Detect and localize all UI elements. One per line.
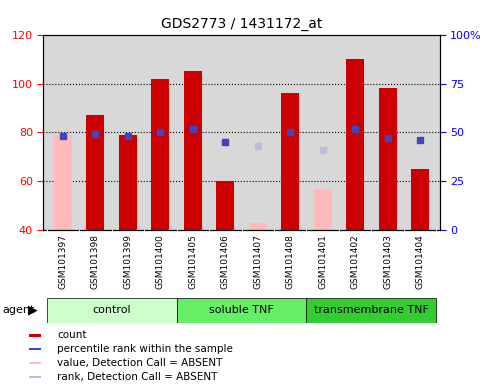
Bar [379, 88, 397, 230]
Text: GSM101406: GSM101406 [221, 234, 230, 289]
Bar [281, 93, 299, 230]
Text: GSM101408: GSM101408 [286, 234, 295, 289]
Text: transmembrane TNF: transmembrane TNF [314, 305, 429, 315]
Bar [28, 348, 41, 351]
Bar [249, 223, 267, 230]
Text: GSM101398: GSM101398 [91, 234, 100, 289]
Text: count: count [57, 330, 87, 340]
Bar [86, 115, 104, 230]
Bar [216, 182, 234, 230]
Text: GDS2773 / 1431172_at: GDS2773 / 1431172_at [161, 17, 322, 31]
Text: ▶: ▶ [28, 304, 38, 316]
Text: GSM101405: GSM101405 [188, 234, 197, 289]
Text: GSM101400: GSM101400 [156, 234, 165, 289]
Text: percentile rank within the sample: percentile rank within the sample [57, 344, 233, 354]
Text: GSM101401: GSM101401 [318, 234, 327, 289]
Bar [54, 135, 72, 230]
Text: GSM101403: GSM101403 [383, 234, 392, 289]
Bar [28, 334, 41, 336]
Bar [47, 298, 177, 323]
Bar [306, 298, 436, 323]
Bar [411, 169, 429, 230]
Text: GSM101402: GSM101402 [351, 234, 360, 288]
Bar [346, 59, 364, 230]
Text: rank, Detection Call = ABSENT: rank, Detection Call = ABSENT [57, 372, 218, 382]
Text: GSM101397: GSM101397 [58, 234, 68, 289]
Bar [28, 362, 41, 364]
Bar [28, 376, 41, 378]
Text: value, Detection Call = ABSENT: value, Detection Call = ABSENT [57, 358, 223, 368]
Bar [119, 135, 137, 230]
Text: agent: agent [2, 305, 35, 315]
Text: GSM101399: GSM101399 [123, 234, 132, 289]
Bar [184, 71, 202, 230]
Text: GSM101404: GSM101404 [415, 234, 425, 288]
Text: control: control [92, 305, 131, 315]
Bar [314, 189, 332, 230]
Bar [151, 79, 169, 230]
Bar [177, 298, 306, 323]
Text: GSM101407: GSM101407 [253, 234, 262, 289]
Text: soluble TNF: soluble TNF [209, 305, 274, 315]
